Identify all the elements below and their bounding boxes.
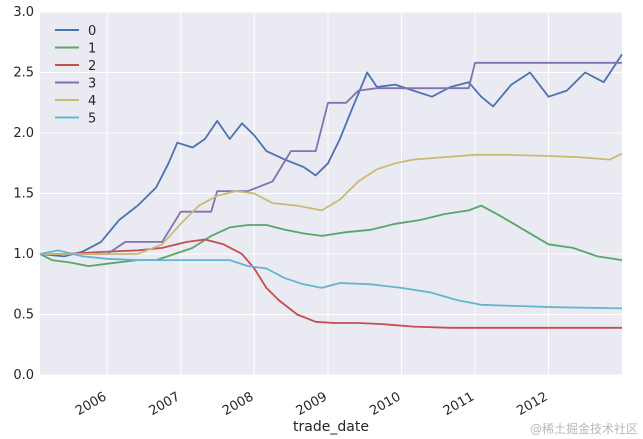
- legend-label-0: 0: [88, 24, 96, 39]
- legend: 0 1 2 3 4 5: [55, 24, 96, 127]
- x-tick-label: 2007: [147, 389, 183, 419]
- legend-label-3: 3: [88, 77, 96, 92]
- x-tick-label: 2012: [514, 389, 550, 419]
- series-layer: [39, 53, 623, 329]
- series-line-5: [39, 249, 623, 310]
- series-line-2: [40, 238, 622, 329]
- legend-label-2: 2: [88, 59, 96, 74]
- y-tick-label: 0.0: [13, 368, 34, 383]
- legend-label-5: 5: [88, 112, 96, 127]
- series-line-0: [39, 53, 623, 258]
- legend-label-4: 4: [88, 94, 96, 109]
- y-tick-label: 1.0: [13, 247, 34, 262]
- y-tick-label: 2.0: [13, 126, 34, 141]
- x-axis: 2006 2007 2008 2009 2010 2011 2012: [73, 389, 550, 419]
- x-tick-label: 2006: [73, 389, 109, 419]
- series-line-3: [40, 61, 622, 255]
- x-tick-label: 2008: [220, 389, 256, 419]
- series-line-1: [39, 204, 623, 268]
- x-tick-label: 2009: [294, 389, 330, 419]
- x-tick-label: 2010: [367, 389, 403, 419]
- y-tick-label: 1.5: [13, 187, 34, 202]
- legend-label-1: 1: [88, 42, 96, 57]
- y-tick-label: 2.5: [13, 66, 34, 81]
- watermark: @稀土掘金技术社区: [530, 421, 638, 436]
- y-tick-label: 3.0: [13, 5, 34, 20]
- y-tick-label: 0.5: [13, 308, 34, 323]
- series-line-4: [40, 152, 623, 255]
- x-tick-label: 2011: [441, 389, 477, 419]
- y-axis: 0.0 0.5 1.0 1.5 2.0 2.5 3.0: [13, 5, 34, 383]
- x-axis-title: trade_date: [293, 419, 369, 435]
